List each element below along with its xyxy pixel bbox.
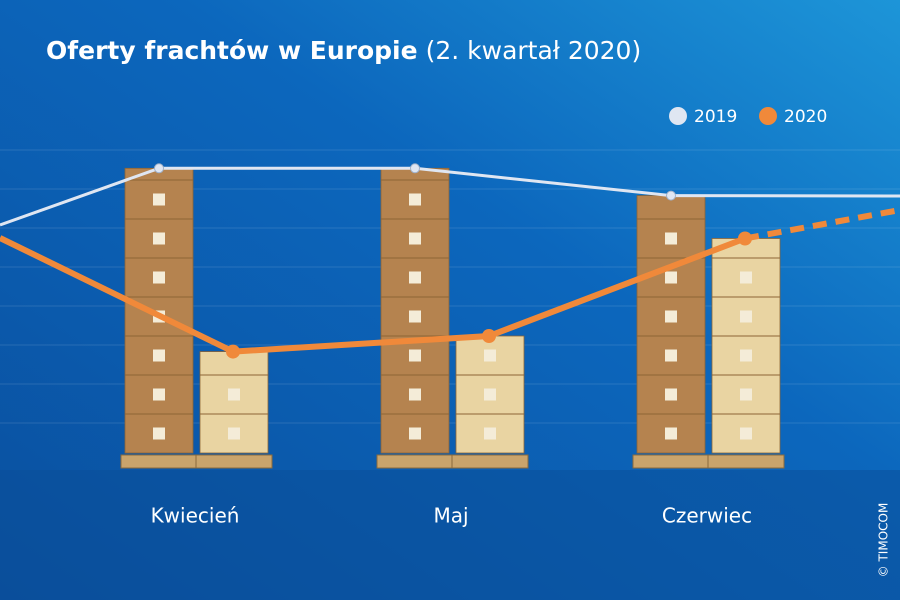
subtitle: (2. kwartał 2020) bbox=[426, 36, 642, 65]
box-label bbox=[409, 271, 421, 284]
box-label bbox=[153, 232, 165, 245]
box-label bbox=[665, 310, 677, 323]
line-extension bbox=[0, 235, 235, 355]
chart-title: Oferty frachtów w Europie (2. kwartał 202… bbox=[46, 36, 641, 65]
point bbox=[482, 329, 496, 343]
pallet bbox=[376, 454, 454, 469]
bar bbox=[711, 238, 781, 454]
legend-label: 2020 bbox=[784, 107, 827, 127]
box-label bbox=[409, 349, 421, 362]
box-label bbox=[409, 310, 421, 323]
copyright: © TIMOCOM bbox=[877, 503, 891, 578]
box-label bbox=[409, 427, 421, 440]
box-label bbox=[665, 388, 677, 401]
x-tick-label: Kwiecień bbox=[151, 504, 240, 528]
pallet bbox=[195, 454, 273, 469]
box-label bbox=[665, 271, 677, 284]
point bbox=[226, 344, 240, 359]
box-label bbox=[740, 349, 752, 362]
point bbox=[666, 190, 676, 201]
box-label bbox=[740, 388, 752, 401]
legend-label: 2019 bbox=[694, 107, 737, 127]
box-label bbox=[409, 193, 421, 206]
x-tick-label: Maj bbox=[433, 504, 468, 528]
box-label bbox=[153, 349, 165, 362]
box-label bbox=[153, 193, 165, 206]
box-label bbox=[665, 427, 677, 440]
box-label bbox=[740, 310, 752, 323]
box-label bbox=[740, 427, 752, 440]
pallet bbox=[707, 454, 785, 469]
line-extension bbox=[0, 166, 900, 227]
box-label bbox=[153, 427, 165, 440]
box-label bbox=[228, 427, 240, 440]
box-label bbox=[484, 349, 496, 362]
legend-marker bbox=[669, 107, 687, 125]
box-label bbox=[484, 388, 496, 401]
box-label bbox=[153, 388, 165, 401]
pallet bbox=[632, 454, 710, 469]
x-tick-label: Czerwiec bbox=[662, 504, 752, 528]
legend-marker bbox=[759, 107, 777, 125]
floor bbox=[0, 470, 900, 600]
box-label bbox=[665, 232, 677, 245]
pallet bbox=[451, 454, 529, 469]
box-label bbox=[153, 271, 165, 284]
box-label bbox=[665, 349, 677, 362]
box-label bbox=[484, 427, 496, 440]
box-label bbox=[409, 388, 421, 401]
point bbox=[738, 231, 752, 246]
box-label bbox=[740, 271, 752, 284]
point bbox=[410, 163, 420, 174]
line-extension bbox=[744, 207, 900, 242]
point bbox=[154, 163, 164, 174]
title: Oferty frachtów w Europie bbox=[46, 36, 418, 65]
box-label bbox=[409, 232, 421, 245]
box-label bbox=[228, 388, 240, 401]
pallet bbox=[120, 454, 198, 469]
